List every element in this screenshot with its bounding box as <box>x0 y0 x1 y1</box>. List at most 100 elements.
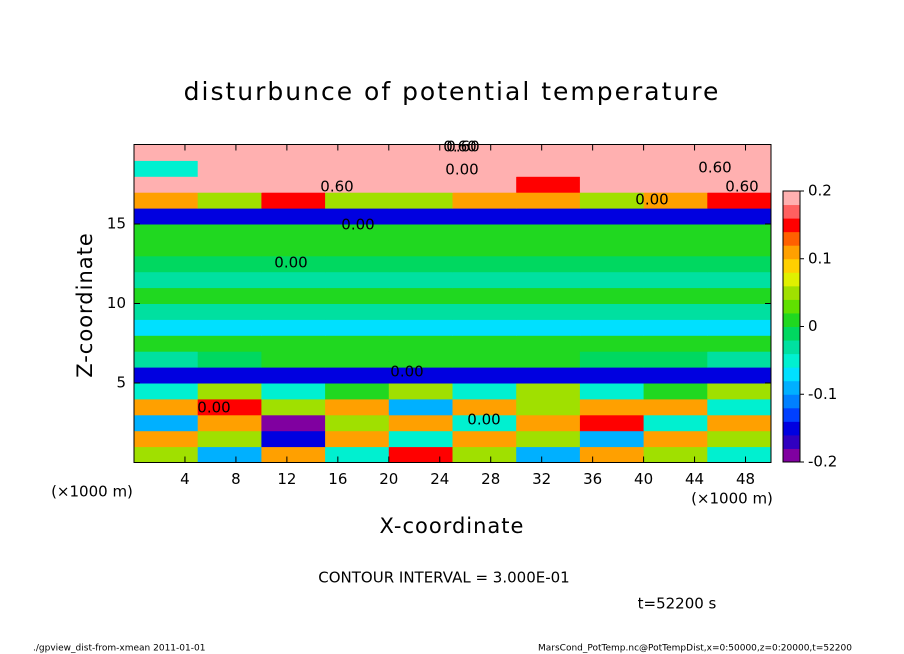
heat-cell <box>452 287 517 304</box>
heat-cell <box>643 287 708 304</box>
x-tick-label: 8 <box>231 470 241 488</box>
heat-cell <box>579 319 645 336</box>
heat-cell <box>325 414 390 432</box>
heat-cell <box>516 271 581 289</box>
heat-cell <box>197 255 262 273</box>
y-tick-label: 15 <box>107 215 126 233</box>
heat-cell <box>197 303 262 320</box>
heat-cell <box>707 351 772 368</box>
heat-cell <box>197 367 262 384</box>
heat-cell <box>134 287 199 304</box>
heat-cell <box>261 144 326 161</box>
contour-label: 0.00 <box>445 161 478 179</box>
heat-cell <box>643 160 708 177</box>
heat-cell <box>579 303 645 320</box>
heat-cell <box>134 208 199 225</box>
heat-cell <box>516 319 581 336</box>
heat-cell <box>516 255 581 273</box>
footer-left: ./gpview_dist-from-xmean 2011-01-01 <box>33 644 205 654</box>
heat-cell <box>261 383 326 400</box>
colorbar-tick-label: 0.1 <box>808 249 832 267</box>
contour-label: 0.00 <box>341 216 374 234</box>
heat-cell <box>261 192 326 209</box>
contour-label: 0.60 <box>443 138 476 156</box>
heat-cell <box>579 335 645 352</box>
colorbar-swatch <box>783 204 800 219</box>
colorbar-swatch <box>783 326 800 341</box>
heat-cell <box>643 446 708 463</box>
heat-cell <box>325 144 390 161</box>
contour-label: 0.00 <box>467 411 500 429</box>
colorbar-swatch <box>783 258 800 273</box>
heat-cell <box>388 176 453 193</box>
heat-cell <box>707 414 772 432</box>
heat-cell <box>325 319 390 336</box>
contour-label: 0.60 <box>320 178 353 196</box>
heat-cell <box>579 446 645 463</box>
heat-cell <box>197 351 262 368</box>
heat-cell <box>579 367 645 384</box>
heat-cell <box>452 144 517 161</box>
heat-cell <box>261 319 326 336</box>
heat-cell <box>134 144 199 161</box>
heat-cell <box>707 303 772 320</box>
colorbar-swatch <box>783 380 800 395</box>
heat-cell <box>579 383 645 400</box>
heat-cell <box>134 176 199 193</box>
contour-label: 0.00 <box>274 254 307 272</box>
x-tick-label: 24 <box>430 470 449 488</box>
contour-label: 0.00 <box>635 191 668 209</box>
heat-cell <box>452 351 517 368</box>
heat-cell <box>579 255 645 273</box>
y-tick-label: 10 <box>107 294 126 312</box>
heat-cell <box>134 430 199 448</box>
heat-cell <box>452 176 517 193</box>
heat-cell <box>516 351 581 368</box>
heat-cell <box>388 414 453 432</box>
heat-cell <box>643 303 708 320</box>
heat-cell <box>388 224 453 241</box>
heat-cell <box>325 287 390 304</box>
heat-cell <box>325 383 390 400</box>
heat-cell <box>261 176 326 193</box>
heat-cell <box>325 430 390 448</box>
heat-cell <box>452 192 517 209</box>
colorbar-swatch <box>783 272 800 287</box>
heat-cell <box>325 367 390 384</box>
colorbar-swatch <box>783 394 800 409</box>
heat-cell <box>707 160 772 177</box>
heat-cell <box>516 208 581 225</box>
heat-cell <box>261 271 326 289</box>
heat-cell <box>197 335 262 352</box>
heat-cell <box>579 224 645 241</box>
heat-cell <box>261 287 326 304</box>
heat-cell <box>325 303 390 320</box>
colorbar-swatch <box>783 353 800 368</box>
heat-cell <box>325 398 390 416</box>
colorbar-swatch <box>783 231 800 246</box>
x-tick-label: 12 <box>277 470 296 488</box>
heat-cell <box>388 430 453 448</box>
heat-cell <box>579 430 645 448</box>
heat-cell <box>452 430 517 448</box>
colorbar-tick-label: 0.2 <box>808 182 832 200</box>
x-tick-label: 32 <box>532 470 551 488</box>
heat-cell <box>261 335 326 352</box>
x-tick-label: 44 <box>685 470 704 488</box>
heat-cell <box>707 208 772 225</box>
heat-cell <box>707 176 772 193</box>
heat-cell <box>707 144 772 161</box>
heat-cell <box>452 367 517 384</box>
heat-cell <box>261 224 326 241</box>
y-axis-label: Z-coordinate <box>73 232 97 378</box>
heat-cell <box>452 255 517 273</box>
heat-cell <box>388 287 453 304</box>
heat-cell <box>579 176 645 193</box>
heat-cell <box>388 192 453 209</box>
heat-cell <box>197 430 262 448</box>
heat-cell <box>261 398 326 416</box>
contour-label: 0.60 <box>725 178 758 196</box>
heat-cell <box>388 255 453 273</box>
heat-cell <box>261 255 326 273</box>
heat-cell <box>579 287 645 304</box>
